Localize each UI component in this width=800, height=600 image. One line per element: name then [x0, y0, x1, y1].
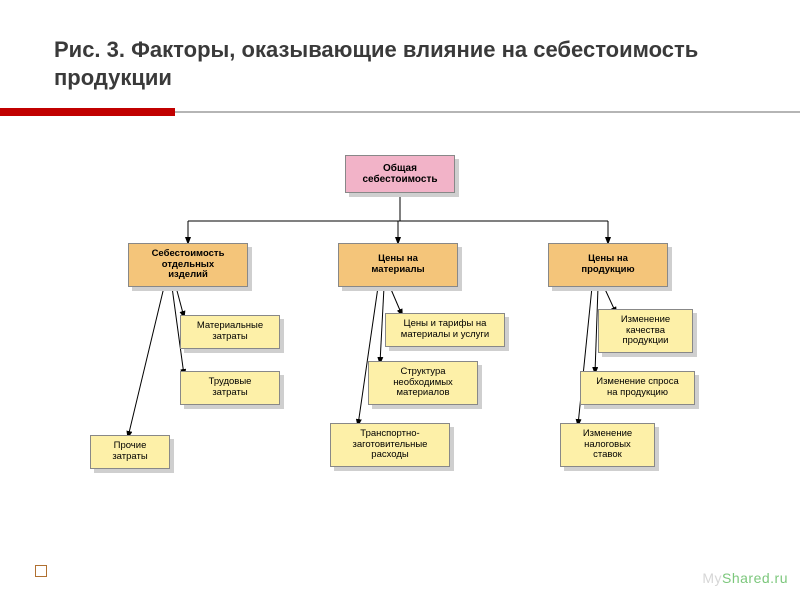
leaf-node: Трудовые затраты	[180, 371, 280, 405]
leaf-node: Изменение налоговых ставок	[560, 423, 655, 467]
watermark: MyShared.ru	[702, 570, 788, 586]
divider-line	[175, 111, 800, 113]
leaf-node: Цены и тарифы на материалы и услуги	[385, 313, 505, 347]
factors-diagram: Общая себестоимость Себестоимость отдельн…	[80, 155, 720, 555]
branch-node: Цены на материалы	[338, 243, 458, 287]
accent-bar	[0, 108, 175, 116]
branch-node: Цены на продукцию	[548, 243, 668, 287]
leaf-node: Изменение качества продукции	[598, 309, 693, 353]
leaf-node: Материальные затраты	[180, 315, 280, 349]
branch-node: Себестоимость отдельных изделий	[128, 243, 248, 287]
slide-title: Рис. 3. Факторы, оказывающие влияние на …	[54, 36, 754, 91]
leaf-node: Структура необходимых материалов	[368, 361, 478, 405]
leaf-node: Транспортно- заготовительные расходы	[330, 423, 450, 467]
root-node: Общая себестоимость	[345, 155, 455, 193]
bullet-icon	[35, 565, 47, 577]
leaf-node: Изменение спроса на продукцию	[580, 371, 695, 405]
slide: Рис. 3. Факторы, оказывающие влияние на …	[0, 0, 800, 600]
watermark-suffix: Shared.ru	[722, 570, 788, 586]
leaf-node: Прочие затраты	[90, 435, 170, 469]
watermark-prefix: My	[702, 570, 722, 586]
